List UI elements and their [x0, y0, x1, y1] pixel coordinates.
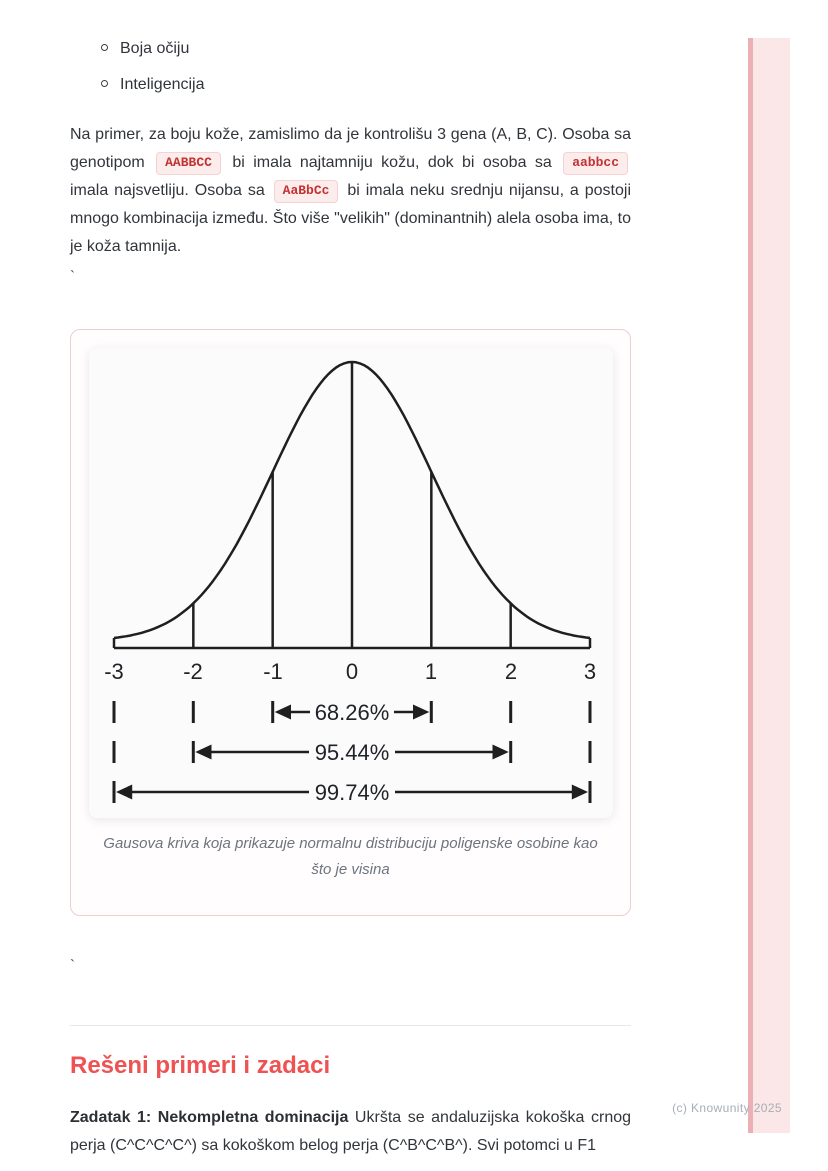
- normal-distribution-chart: -3 -2 -1 0 1 2 3: [104, 360, 596, 805]
- arrowhead-right-icon: [571, 784, 588, 800]
- genotype-code-badge: AaBbCc: [273, 180, 339, 203]
- genotype-code-badge: AABBCC: [156, 152, 221, 175]
- interval-row-95: [112, 741, 592, 763]
- list-item-label: Boja očiju: [120, 40, 190, 57]
- paragraph-text: bi imala najtamniju kožu, dok bi osoba s…: [223, 154, 561, 171]
- arrowhead-left-icon: [195, 744, 212, 760]
- tick-label: 2: [505, 659, 517, 684]
- paragraph-skin-color: Na primer, za boju kože, zamislimo da je…: [70, 121, 631, 261]
- document-content: Boja očiju Inteligencija Na primer, za b…: [70, 0, 631, 1160]
- stripe-light-band: [753, 38, 790, 1133]
- sigma-division-lines: [192, 362, 512, 648]
- list-item: Inteligencija: [70, 74, 631, 96]
- interval-label-95: 95.44%: [315, 740, 390, 765]
- figure-card: -3 -2 -1 0 1 2 3: [70, 329, 631, 916]
- stripe-accent-line: [748, 38, 753, 1133]
- bullet-circle-icon: [101, 80, 108, 87]
- paragraph-text: bi imala neku srednju nijansu, a postoji…: [70, 182, 631, 255]
- interval-label-99: 99.74%: [315, 780, 390, 805]
- list-item: Boja očiju: [70, 38, 631, 60]
- paragraph-zadatak1: Zadatak 1: Nekompletna dominacija Ukršta…: [70, 1104, 631, 1160]
- section-heading: Rešeni primeri i zadaci: [70, 1052, 331, 1079]
- zadatak-title: Zadatak 1: Nekompletna dominacija: [70, 1109, 349, 1126]
- arrowhead-right-icon: [413, 704, 430, 720]
- tick-label: 3: [584, 659, 596, 684]
- x-axis-tick-labels: -3 -2 -1 0 1 2 3: [104, 659, 596, 684]
- genotype-code-badge: aabbcc: [563, 152, 628, 175]
- trait-list: Boja očiju Inteligencija: [70, 38, 631, 96]
- figure-caption: Gausova kriva koja prikazuje normalnu di…: [103, 835, 598, 878]
- copyright-watermark: (c) Knowunity 2025: [672, 1101, 782, 1115]
- paragraph-text: Ukršta se andaluzijska kokoška crnog per…: [70, 1109, 632, 1154]
- tick-label: -2: [183, 659, 203, 684]
- stray-backtick: `: [70, 268, 75, 285]
- tick-label: 0: [346, 659, 358, 684]
- paragraph-text: imala najsvetliju. Osoba sa: [70, 182, 271, 199]
- interval-row-99: [112, 781, 592, 803]
- gaussian-curve-figure: -3 -2 -1 0 1 2 3: [89, 348, 613, 818]
- paragraph-text: Na primer, za boju kože, zamislimo da je…: [70, 126, 631, 171]
- stray-backtick: `: [70, 957, 75, 974]
- tick-label: 1: [425, 659, 437, 684]
- arrowhead-right-icon: [492, 744, 509, 760]
- list-item-label: Inteligencija: [120, 76, 205, 93]
- bullet-circle-icon: [101, 44, 108, 51]
- arrowhead-left-icon: [274, 704, 291, 720]
- tick-label: -3: [104, 659, 124, 684]
- interval-label-68: 68.26%: [315, 700, 390, 725]
- tick-label: -1: [263, 659, 283, 684]
- interval-row-68: [112, 701, 592, 723]
- arrowhead-left-icon: [116, 784, 133, 800]
- section-divider: [70, 1025, 631, 1026]
